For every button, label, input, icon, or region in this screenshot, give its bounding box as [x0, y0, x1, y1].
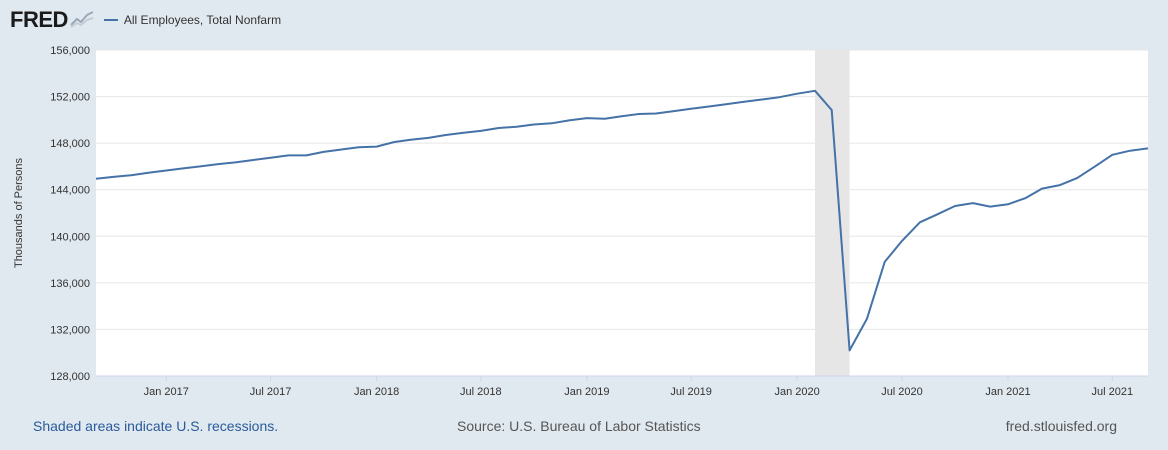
- x-tick-label: Jan 2017: [144, 386, 189, 398]
- y-tick-label: 136,000: [50, 278, 90, 290]
- legend-swatch: [103, 19, 118, 21]
- y-tick-label: 128,000: [50, 371, 90, 383]
- x-tick-label: Jul 2019: [670, 386, 712, 398]
- source-text: Source: U.S. Bureau of Labor Statistics: [457, 418, 701, 434]
- site-link[interactable]: fred.stlouisfed.org: [1005, 418, 1117, 434]
- y-tick-label: 148,000: [50, 138, 90, 150]
- line-chart-icon: [69, 9, 94, 33]
- x-tick-label: Jul 2020: [881, 386, 923, 398]
- y-axis-label: Thousands of Persons: [13, 157, 25, 268]
- recession-note-link[interactable]: Shaded areas indicate U.S. recessions.: [33, 418, 279, 434]
- series-line[interactable]: [95, 89, 1149, 352]
- x-tick-label: Jul 2021: [1091, 386, 1133, 398]
- legend[interactable]: All Employees, Total Nonfarm: [103, 13, 282, 27]
- fred-logo[interactable]: FRED: [10, 7, 68, 32]
- recession-shading: [815, 50, 850, 376]
- y-tick-label: 152,000: [50, 92, 90, 104]
- plot-background: [96, 50, 1148, 376]
- chart-header: FRED All Employees, Total Nonfarm: [10, 6, 281, 34]
- y-tick-label: 156,000: [50, 45, 90, 57]
- x-tick-label: Jan 2018: [354, 386, 399, 398]
- legend-series-name: All Employees, Total Nonfarm: [123, 13, 282, 27]
- x-tick-label: Jan 2020: [775, 386, 820, 398]
- y-tick-label: 140,000: [50, 231, 90, 243]
- x-tick-label: Jul 2017: [250, 386, 292, 398]
- x-tick-label: Jul 2018: [460, 386, 502, 398]
- y-tick-label: 132,000: [50, 324, 90, 336]
- y-tick-label: 144,000: [50, 185, 90, 197]
- x-tick-label: Jan 2021: [985, 386, 1030, 398]
- x-tick-label: Jan 2019: [564, 386, 609, 398]
